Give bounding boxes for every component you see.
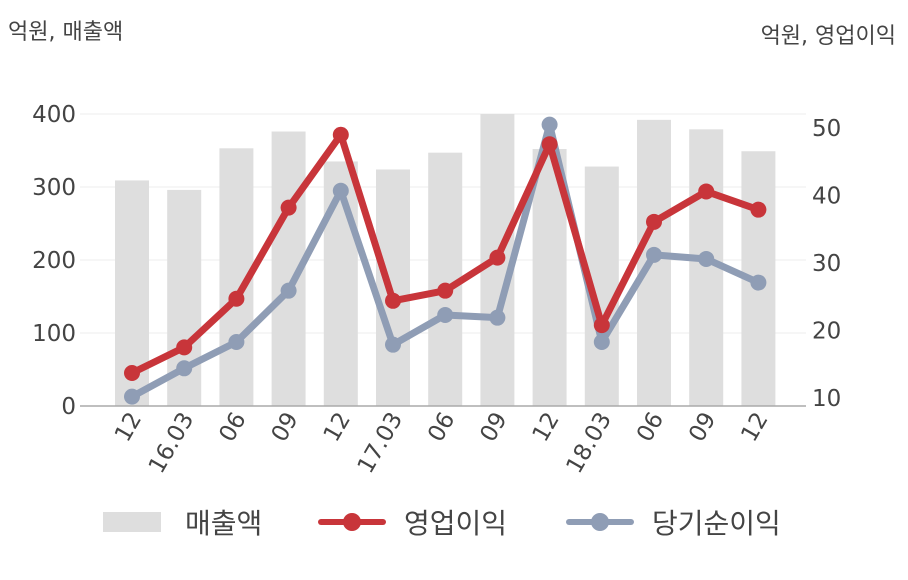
bar-revenue-5 [376,169,410,406]
x-tick-label: 17.03 [353,408,408,478]
point-operating-profit-10 [646,213,662,230]
point-net-income-0 [124,388,140,405]
left-tick-label: 400 [32,102,76,128]
point-net-income-8 [541,116,558,133]
point-operating-profit-12 [750,201,767,218]
legend-item-revenue: 매출액 [103,500,262,544]
bar-revenue-10 [637,119,671,406]
x-tick-label: 12 [319,408,356,446]
legend-swatch-operating-profit [318,512,386,532]
left-tick-label: 300 [32,175,76,201]
left-tick-label: 200 [32,248,76,274]
point-operating-profit-9 [593,317,610,334]
legend-label-net-income: 당기순이익 [652,507,781,540]
right-tick-label: 30 [812,251,841,277]
point-operating-profit-5 [385,292,401,309]
point-operating-profit-2 [228,290,245,307]
point-net-income-7 [489,309,506,326]
point-net-income-1 [176,360,193,377]
point-net-income-3 [280,282,297,299]
right-tick-label: 10 [812,386,841,412]
point-operating-profit-4 [332,126,349,143]
point-net-income-11 [698,250,715,267]
x-tick-label: 09 [684,408,721,446]
x-tick-label: 12 [110,408,147,446]
point-operating-profit-8 [541,136,558,153]
point-operating-profit-6 [437,282,454,299]
right-tick-label: 50 [812,116,841,142]
legend-item-net-income: 당기순이익 [566,500,781,544]
point-net-income-4 [332,182,349,199]
point-operating-profit-1 [176,339,193,356]
point-net-income-10 [646,246,662,263]
point-net-income-6 [437,306,454,323]
bar-revenue-6 [428,152,463,406]
left-axis-ticks: 0 100 200 300 400 [32,102,76,420]
x-tick-label: 06 [632,408,669,446]
point-operating-profit-3 [280,199,297,216]
x-tick-label: 12 [528,408,565,446]
line-series [124,116,767,405]
point-operating-profit-11 [698,183,715,200]
point-net-income-5 [385,336,401,353]
bar-revenue-4 [323,161,358,406]
right-axis-unit-label: 억원, 영업이익 [760,24,896,49]
point-net-income-12 [750,274,767,291]
point-operating-profit-7 [489,249,506,266]
left-tick-label: 0 [61,394,76,420]
point-operating-profit-0 [124,365,140,382]
x-tick-label: 18.03 [562,408,617,478]
legend-label-operating-profit: 영업이익 [404,507,508,540]
legend-item-operating-profit: 영업이익 [318,500,507,544]
right-tick-label: 20 [812,319,841,345]
point-net-income-9 [593,333,610,350]
right-tick-label: 40 [812,184,841,210]
point-net-income-2 [228,333,245,350]
x-tick-label: 06 [423,408,460,446]
x-tick-label: 06 [214,408,251,446]
x-tick-label: 16.03 [144,408,199,478]
x-tick-label: 09 [475,408,512,446]
x-tick-label: 09 [267,408,304,446]
legend: 매출액 영업이익 당기순이익 [0,500,908,544]
legend-label-revenue: 매출액 [185,507,263,540]
legend-swatch-net-income [566,512,634,532]
x-tick-label: 12 [736,408,773,446]
left-axis-unit-label: 억원, 매출액 [8,20,124,45]
legend-swatch-revenue [103,512,161,532]
left-tick-label: 100 [32,321,76,347]
right-axis-ticks: 10 20 30 40 50 [812,116,841,412]
